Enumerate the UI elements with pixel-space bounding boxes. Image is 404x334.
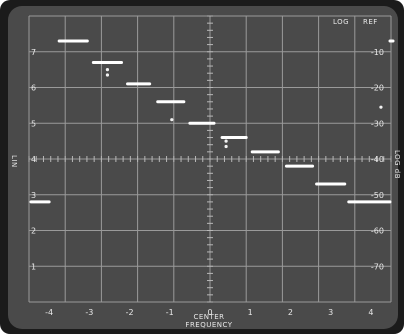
left-tick-label: 1 bbox=[31, 262, 36, 271]
frequency-tick-label: 0 bbox=[207, 308, 212, 317]
left-tick-label: 6 bbox=[31, 84, 36, 93]
ref-label: REF bbox=[363, 18, 378, 26]
right-tick-label: -50 bbox=[371, 191, 384, 200]
right-axis-ticks: -10 -20 -30 -40 -50 -60 -70 bbox=[371, 48, 384, 272]
right-tick-label: -60 bbox=[371, 227, 384, 236]
left-tick-label: 5 bbox=[31, 119, 36, 128]
right-tick-label: -40 bbox=[371, 155, 384, 164]
left-axis-ticks: 7 6 5 4 3 2 1 bbox=[31, 48, 36, 272]
bottom-axis-ticks: -4 -3 -2 -1 0 1 2 3 4 bbox=[45, 308, 373, 317]
left-tick-label: 3 bbox=[31, 191, 36, 200]
right-axis-title: LOG dB bbox=[393, 150, 401, 179]
right-tick-label: -30 bbox=[371, 119, 384, 128]
trace-dot bbox=[105, 68, 110, 72]
frequency-tick-label: 4 bbox=[368, 308, 373, 317]
trace-dot bbox=[379, 105, 383, 109]
left-tick-label: 4 bbox=[31, 155, 36, 164]
frequency-tick-label: 1 bbox=[248, 308, 253, 317]
frequency-tick-label: -1 bbox=[166, 308, 174, 317]
right-tick-label: -10 bbox=[371, 48, 384, 57]
right-tick-label: -70 bbox=[371, 262, 384, 271]
center-label: CENTER bbox=[193, 313, 224, 321]
trace-dot bbox=[105, 73, 110, 77]
frequency-axis-title: FREQUENCY bbox=[185, 321, 232, 329]
graticule bbox=[28, 15, 392, 303]
frequency-tick-label: -4 bbox=[45, 308, 53, 317]
screen-face bbox=[8, 6, 398, 329]
frequency-tick-label: -3 bbox=[85, 308, 93, 317]
frequency-tick-label: -2 bbox=[126, 308, 134, 317]
trace-dot bbox=[224, 139, 228, 143]
left-axis-title: LIN bbox=[10, 155, 18, 168]
trace-dot bbox=[224, 144, 228, 149]
right-tick-label: -20 bbox=[371, 84, 384, 93]
frequency-tick-label: 3 bbox=[328, 308, 333, 317]
left-tick-label: 2 bbox=[31, 227, 36, 236]
log-label: LOG bbox=[333, 18, 349, 26]
trace-layer bbox=[29, 39, 395, 204]
left-tick-label: 7 bbox=[31, 48, 36, 57]
frequency-tick-label: 2 bbox=[288, 308, 293, 317]
trace-dot bbox=[170, 118, 174, 122]
